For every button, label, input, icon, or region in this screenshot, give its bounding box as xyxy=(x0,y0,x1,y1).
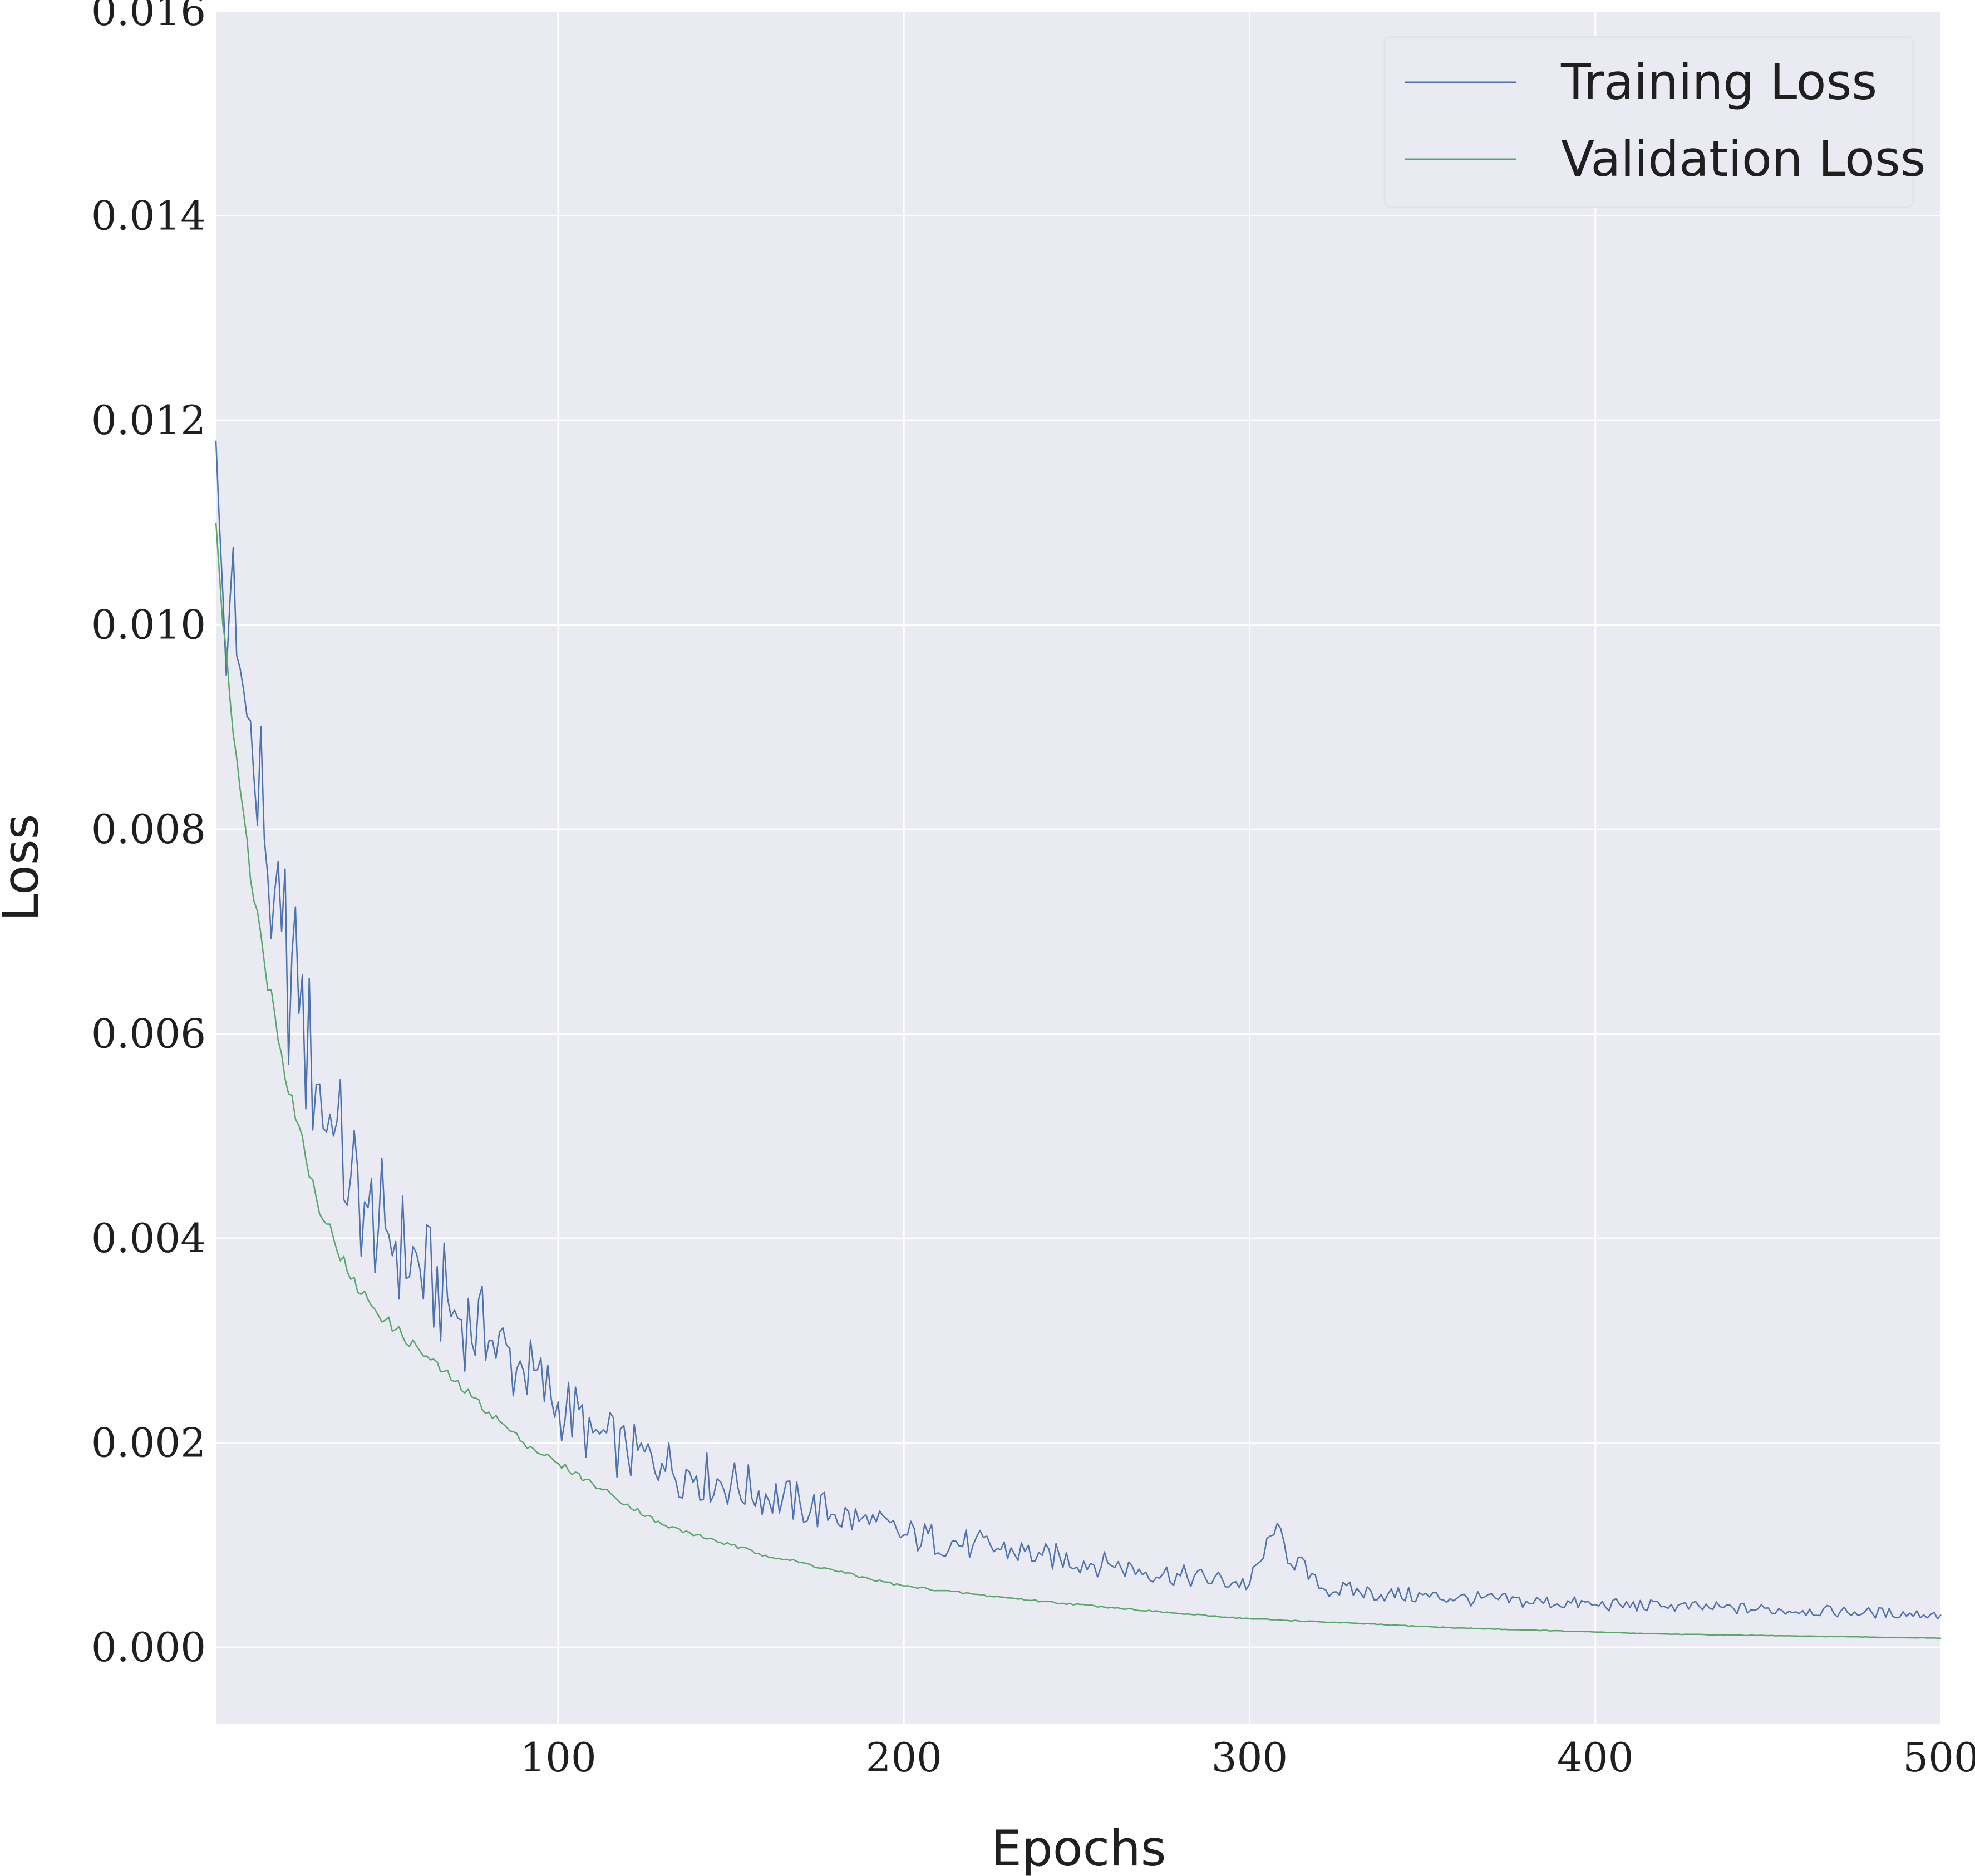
y-tick-label: 0.006 xyxy=(91,1011,206,1057)
y-tick-label: 0.010 xyxy=(91,602,206,648)
y-tick-label: 0.000 xyxy=(91,1624,206,1671)
x-tick-labels: 100 200 300 400 500 xyxy=(520,1734,1975,1781)
y-tick-label: 0.014 xyxy=(91,193,206,239)
x-tick-label: 200 xyxy=(866,1734,942,1781)
series-lines xyxy=(215,440,1942,1639)
y-axis-title: Loss xyxy=(0,814,50,921)
y-tick-label: 0.004 xyxy=(91,1215,206,1262)
legend: Training Loss Validation Loss xyxy=(1383,36,1926,208)
x-tick-label: 300 xyxy=(1211,1734,1288,1781)
legend-box xyxy=(1383,36,1914,208)
legend-label: Training Loss xyxy=(1560,53,1877,111)
x-tick-label: 500 xyxy=(1903,1734,1975,1781)
legend-label: Validation Loss xyxy=(1561,130,1926,188)
y-tick-label: 0.008 xyxy=(91,806,206,853)
y-tick-label: 0.016 xyxy=(91,0,206,35)
series-line-validation-loss xyxy=(215,522,1942,1639)
x-axis-title: Epochs xyxy=(991,1820,1166,1876)
y-tick-labels: 0.000 0.002 0.004 0.006 0.008 0.010 0.012 0.014… xyxy=(91,0,206,1671)
x-tick-label: 400 xyxy=(1557,1734,1633,1781)
plot-area xyxy=(216,11,1941,1724)
y-tick-label: 0.012 xyxy=(91,397,206,444)
series-line-training-loss xyxy=(215,440,1942,1620)
grid-lines xyxy=(216,10,1942,1724)
y-tick-label: 0.002 xyxy=(91,1420,206,1466)
x-tick-label: 100 xyxy=(520,1734,596,1781)
